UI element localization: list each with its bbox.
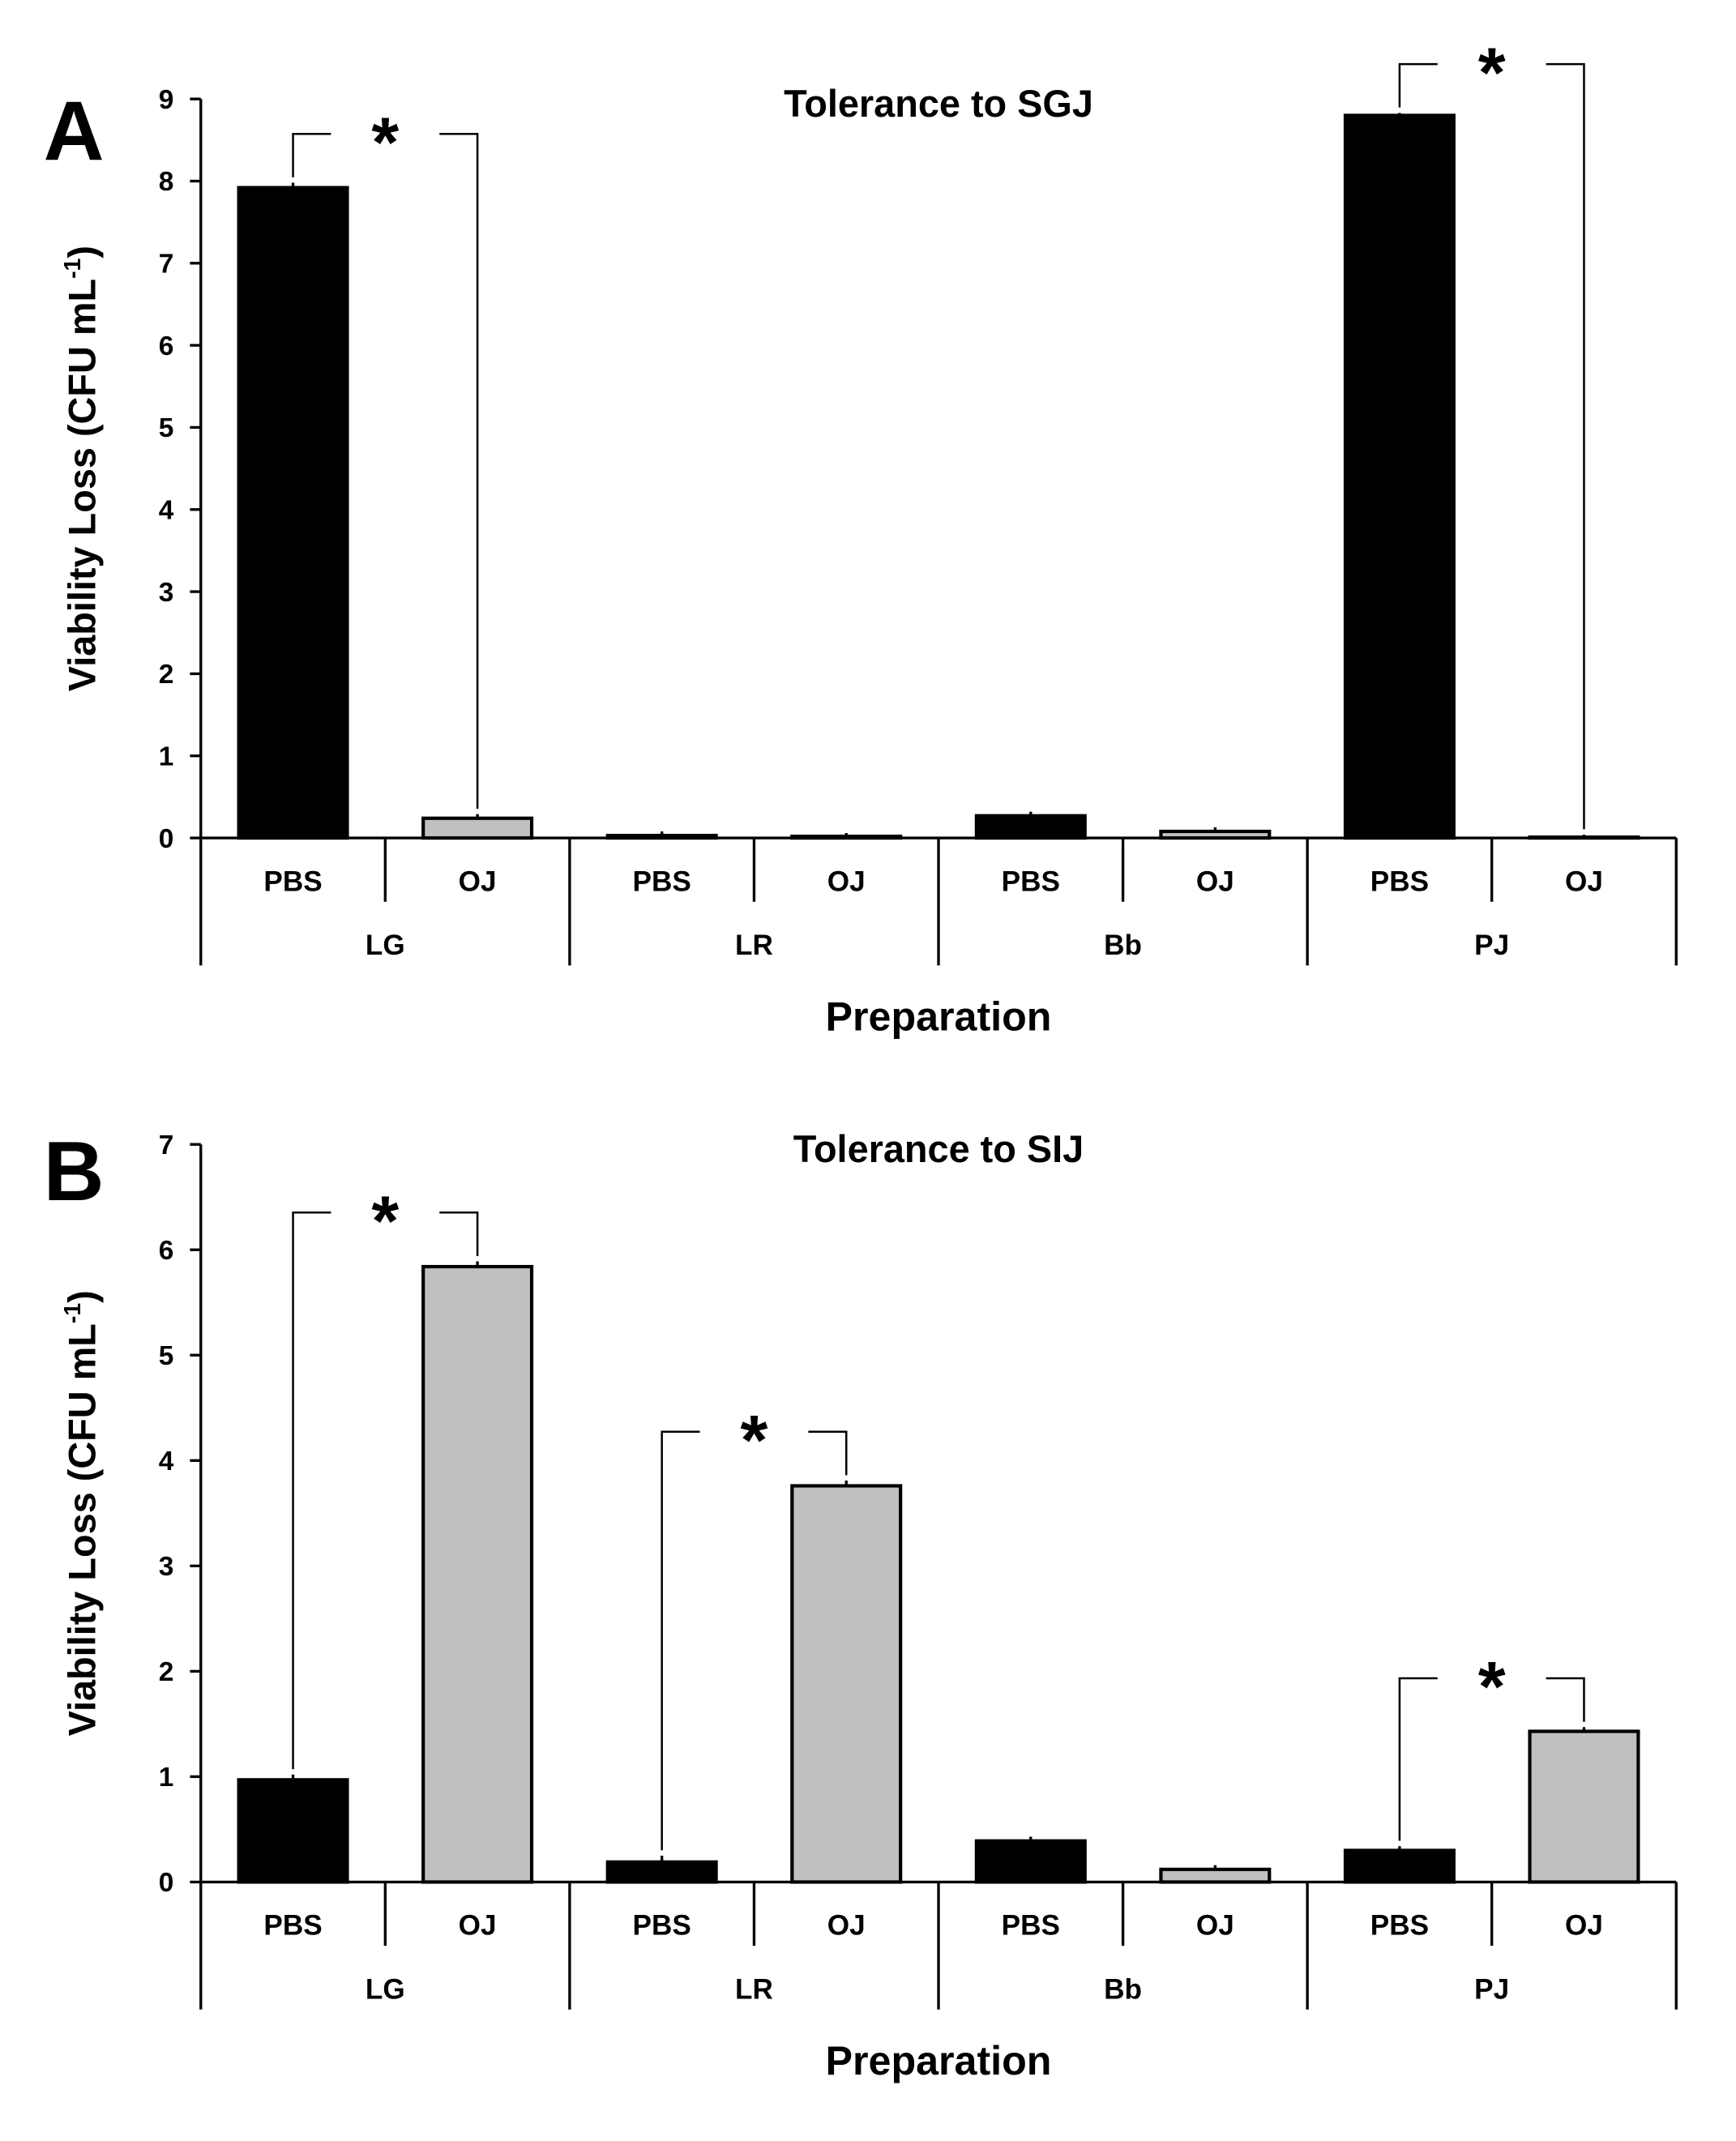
bar [1159,1867,1272,1884]
bar [421,1264,534,1884]
significance-bracket [292,1212,479,1770]
group-label: LR [735,929,773,961]
significance-label: * [371,103,399,182]
group-label: PJ [1474,1973,1509,2005]
bar [1528,1729,1640,1884]
bar [1528,835,1640,840]
bar [790,1484,903,1884]
x-tick-label: PBS [1002,1910,1060,1942]
x-tick-label: PBS [633,1910,691,1942]
y-tick-label: 7 [159,1130,174,1160]
significance-bracket [292,133,479,809]
bar [1343,1848,1456,1884]
bar [1343,113,1456,840]
x-tick-label: OJ [459,1910,497,1942]
bar [605,1860,718,1884]
y-label-sup: -1 [60,1303,86,1323]
x-tick-label: OJ [1565,865,1603,897]
significance-label: * [1478,33,1506,112]
y-tick-label: 2 [159,1657,174,1687]
x-tick-label: OJ [1196,1910,1234,1942]
chart-title: Tolerance to SIJ [793,1128,1084,1170]
x-axis-label: Preparation [826,2038,1052,2083]
significance-bracket [1398,62,1585,830]
y-label-text: Viability Loss (CFU mL [61,1323,103,1736]
y-tick-label: 5 [159,413,174,443]
significance-label: * [1478,1647,1506,1726]
bar [605,833,718,840]
panel-letter: A [44,83,105,177]
y-axis-label: Viability Loss (CFU mL-1) [60,246,103,691]
group-label: LG [366,929,405,961]
group-label: LG [366,1973,405,2005]
x-axis-label: Preparation [826,994,1052,1040]
y-tick-label: 3 [159,578,174,608]
chart-title: Tolerance to SGJ [784,83,1093,125]
y-tick-label: 1 [159,741,174,771]
y-label-sup: -1 [60,258,86,278]
x-tick-label: PBS [1002,865,1060,897]
y-tick-label: 6 [159,331,174,361]
y-label-end: ) [61,1290,103,1303]
y-tick-label: 1 [159,1763,174,1793]
y-tick-label: 5 [159,1341,174,1371]
x-tick-label: OJ [459,865,497,897]
y-tick-label: 0 [159,1868,174,1898]
y-label-text: Viability Loss (CFU mL [61,279,103,691]
panel-letter: B [44,1124,105,1218]
y-tick-label: 4 [159,1447,174,1476]
bar [421,816,534,840]
group-label: Bb [1104,1973,1142,2005]
x-tick-label: OJ [1196,865,1234,897]
y-tick-label: 3 [159,1552,174,1582]
y-label-end: ) [61,246,103,259]
x-tick-label: PBS [633,865,691,897]
y-tick-label: 2 [159,660,174,690]
bar [974,1839,1087,1884]
x-tick-label: PBS [263,1910,322,1942]
bar [237,186,349,840]
bar [790,834,903,840]
x-tick-label: PBS [1370,1910,1429,1942]
x-tick-label: OJ [1565,1910,1603,1942]
group-label: LR [735,1973,773,2005]
significance-bracket [1398,1677,1585,1841]
significance-label: * [371,1182,399,1260]
significance-bracket [661,1430,848,1851]
y-axis-label: Viability Loss (CFU mL-1) [60,1290,103,1736]
y-tick-label: 8 [159,167,174,197]
bar [974,814,1087,840]
y-tick-label: 0 [159,824,174,854]
x-tick-label: OJ [827,1910,866,1942]
significance-label: * [741,1401,768,1480]
y-tick-label: 6 [159,1236,174,1266]
x-tick-label: OJ [827,865,866,897]
y-tick-label: 9 [159,85,174,115]
y-tick-label: 7 [159,250,174,280]
y-tick-label: 4 [159,495,174,525]
group-label: Bb [1104,929,1142,961]
bar [1159,829,1272,840]
bar [237,1778,349,1884]
x-tick-label: PBS [1370,865,1429,897]
group-label: PJ [1474,929,1509,961]
x-tick-label: PBS [263,865,322,897]
